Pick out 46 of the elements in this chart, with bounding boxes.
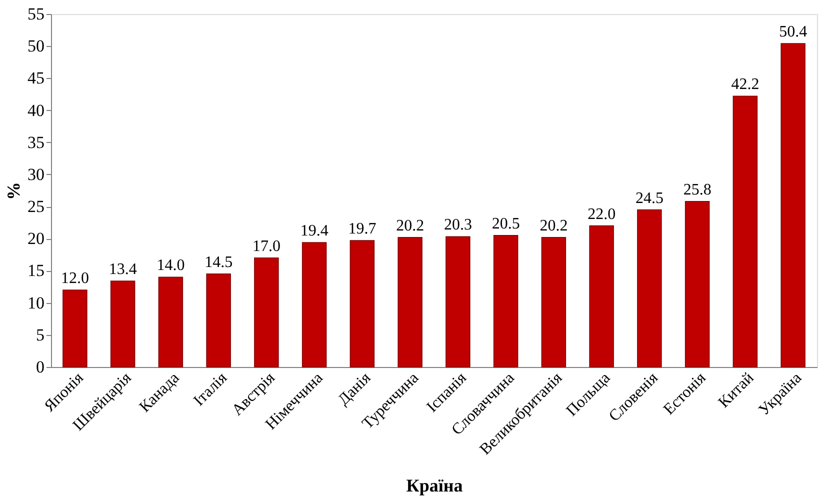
y-tick-label: 35 <box>28 132 44 152</box>
data-label: 14.0 <box>156 257 185 274</box>
y-tick-label: 50 <box>28 36 44 56</box>
x-axis-title: Країна <box>406 476 463 496</box>
data-label: 24.5 <box>635 190 664 207</box>
data-label: 12.0 <box>60 270 89 287</box>
bar <box>254 257 279 368</box>
y-tick-label: 10 <box>28 293 44 312</box>
bar <box>732 96 758 368</box>
y-tick-label: 25 <box>28 197 44 216</box>
data-label: 13.4 <box>108 260 137 278</box>
bar <box>62 290 88 368</box>
data-label: 20.3 <box>444 216 472 234</box>
data-label: 20.2 <box>540 217 568 234</box>
bar <box>206 274 231 368</box>
data-label: 19.7 <box>348 220 376 238</box>
data-label: 42.2 <box>731 76 760 94</box>
y-tick-label: 0 <box>36 358 44 376</box>
data-label: 20.2 <box>396 217 424 234</box>
data-label: 17.0 <box>252 238 280 255</box>
bar <box>780 43 806 368</box>
bar <box>302 242 327 368</box>
bar <box>493 235 518 368</box>
bar <box>684 201 710 368</box>
data-label: 22.0 <box>588 206 616 223</box>
y-axis-title: % <box>4 182 24 200</box>
data-label: 25.8 <box>683 181 712 198</box>
y-tick-label: 15 <box>28 261 44 280</box>
bar <box>398 236 422 368</box>
data-label: 20.5 <box>492 215 520 232</box>
bar <box>637 209 662 368</box>
y-tick-label: 30 <box>28 164 44 184</box>
y-tick-label: 5 <box>36 325 44 344</box>
bar <box>110 280 136 368</box>
y-tick-label: 20 <box>28 229 44 248</box>
y-tick-label: 40 <box>28 100 44 120</box>
bar <box>158 276 184 368</box>
data-label: 19.4 <box>300 222 328 240</box>
y-tick-label: 45 <box>28 68 44 88</box>
data-label: 14.5 <box>204 254 233 271</box>
bar <box>589 225 614 368</box>
data-label: 50.4 <box>779 24 808 41</box>
bar <box>541 236 566 368</box>
y-tick-label: 55 <box>28 4 44 24</box>
bar <box>446 236 470 368</box>
bar <box>350 240 375 368</box>
